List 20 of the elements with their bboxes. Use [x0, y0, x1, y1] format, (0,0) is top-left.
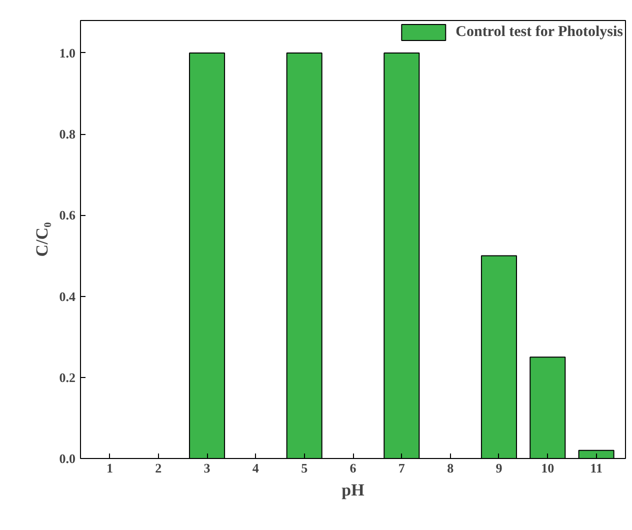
y-tick-label: 0.6: [59, 208, 76, 223]
x-tick-label: 3: [204, 460, 211, 476]
x-tick-label: 4: [252, 460, 260, 476]
x-tick-label: 2: [155, 460, 162, 476]
x-tick-label: 1: [106, 460, 113, 476]
y-tick-label: 1.0: [59, 45, 76, 60]
x-tick-label: 11: [590, 460, 602, 476]
x-axis-title: pH: [342, 480, 364, 500]
x-tick-label: 9: [496, 460, 503, 476]
legend-label: Control test for Photolysis: [456, 24, 623, 40]
y-tick-label: 0.0: [59, 451, 76, 466]
y-tick-label: 0.8: [59, 126, 76, 142]
x-tick-label: 5: [301, 460, 308, 476]
x-tick-label: 10: [541, 460, 554, 476]
x-tick-label: 8: [447, 460, 454, 476]
y-axis-title: C/C₀: [32, 222, 52, 257]
x-tick-label: 6: [350, 460, 357, 476]
x-tick-label: 7: [398, 460, 406, 476]
y-tick-label: 0.2: [59, 370, 76, 385]
y-tick-label: 0.4: [59, 288, 76, 304]
